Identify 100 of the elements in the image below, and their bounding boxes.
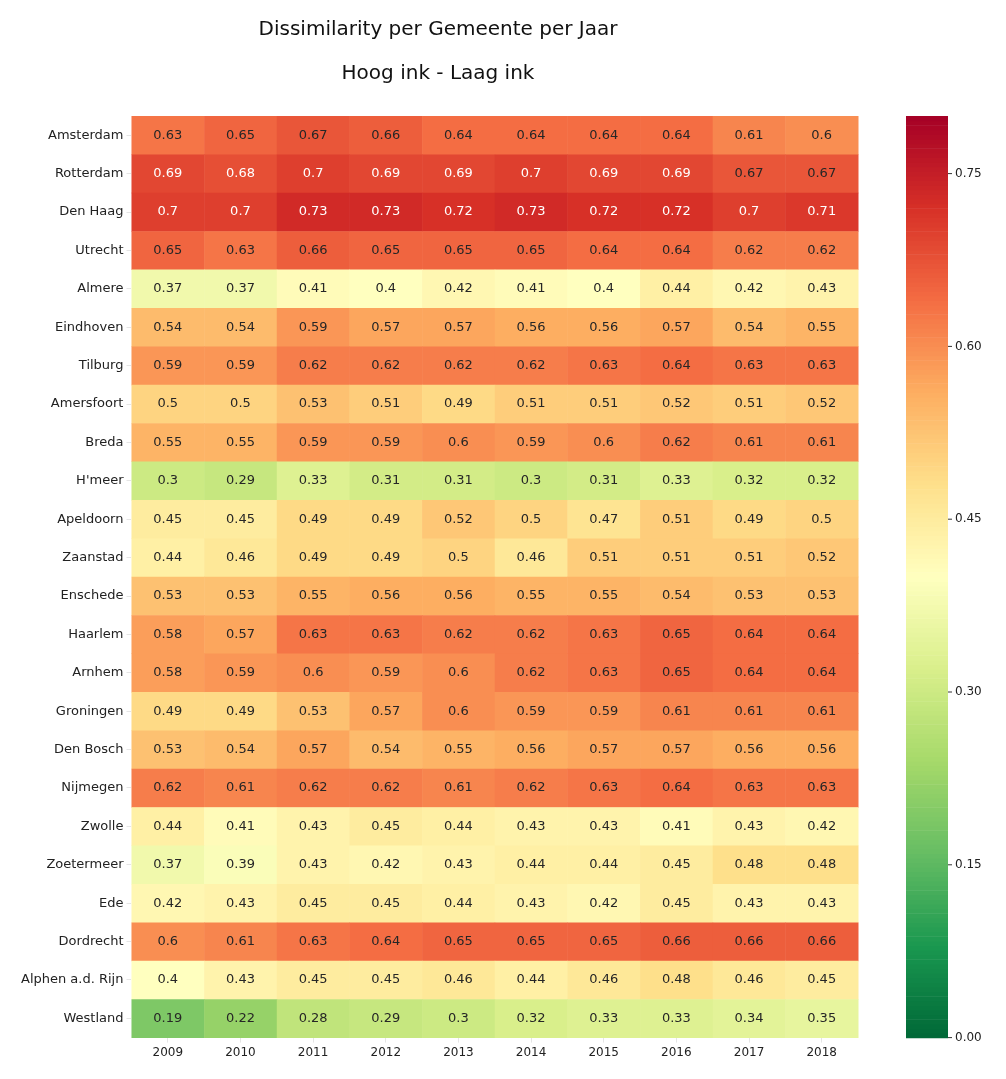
data-label: 0.64 bbox=[371, 932, 401, 948]
data-label: 0.28 bbox=[298, 1009, 328, 1025]
x-tick-label: 2010 bbox=[225, 1044, 256, 1059]
data-label: 0.42 bbox=[807, 817, 837, 833]
y-tick-label: Westland bbox=[63, 1009, 124, 1025]
data-label: 0.62 bbox=[734, 241, 764, 257]
data-label: 0.42 bbox=[153, 894, 183, 910]
data-label: 0.43 bbox=[298, 817, 328, 833]
data-label: 0.64 bbox=[589, 241, 619, 257]
data-label: 0.7 bbox=[230, 203, 251, 219]
data-label: 0.66 bbox=[661, 932, 691, 948]
y-tick-label: H'meer bbox=[76, 472, 125, 488]
data-label: 0.7 bbox=[738, 203, 760, 219]
chart-subtitle: Hoog ink - Laag ink bbox=[341, 60, 535, 85]
y-tick-label: Breda bbox=[85, 433, 124, 449]
data-label: 0.46 bbox=[734, 971, 764, 987]
data-label: 0.57 bbox=[298, 740, 328, 756]
data-label: 0.45 bbox=[298, 971, 328, 987]
data-label: 0.72 bbox=[443, 203, 473, 219]
data-label: 0.37 bbox=[153, 280, 183, 296]
data-label: 0.53 bbox=[153, 587, 183, 603]
data-label: 0.51 bbox=[734, 395, 764, 411]
y-tick-label: Zaanstad bbox=[62, 548, 124, 564]
data-label: 0.44 bbox=[153, 548, 183, 564]
data-label: 0.62 bbox=[516, 664, 546, 680]
data-label: 0.43 bbox=[589, 817, 619, 833]
data-label: 0.64 bbox=[589, 126, 619, 142]
data-label: 0.49 bbox=[443, 395, 473, 411]
data-label: 0.52 bbox=[443, 510, 473, 526]
y-tick-label: Groningen bbox=[55, 702, 124, 718]
data-label: 0.5 bbox=[811, 510, 833, 526]
x-tick-label: 2013 bbox=[443, 1044, 474, 1059]
data-label: 0.55 bbox=[516, 587, 546, 603]
color-bar-label: 0.75 bbox=[955, 165, 982, 180]
data-label: 0.43 bbox=[516, 894, 546, 910]
data-label: 0.39 bbox=[225, 856, 255, 872]
x-tick-label: 2009 bbox=[152, 1044, 184, 1059]
chart-title: Dissimilarity per Gemeente per Jaar bbox=[258, 16, 619, 41]
data-label: 0.62 bbox=[298, 356, 328, 372]
data-label: 0.45 bbox=[371, 817, 401, 833]
data-label: 0.64 bbox=[443, 126, 473, 142]
y-tick-label: Ede bbox=[99, 894, 124, 910]
data-label: 0.52 bbox=[807, 395, 837, 411]
data-label: 0.5 bbox=[230, 395, 251, 411]
data-label: 0.61 bbox=[807, 433, 837, 449]
data-label: 0.62 bbox=[516, 625, 546, 641]
data-label: 0.63 bbox=[807, 356, 837, 372]
data-label: 0.63 bbox=[589, 779, 619, 795]
data-label: 0.63 bbox=[371, 625, 401, 641]
data-label: 0.53 bbox=[225, 587, 255, 603]
data-label: 0.65 bbox=[516, 241, 546, 257]
data-label: 0.41 bbox=[661, 817, 691, 833]
data-label: 0.58 bbox=[153, 625, 183, 641]
x-tick-label: 2012 bbox=[370, 1044, 402, 1059]
data-label: 0.32 bbox=[516, 1009, 546, 1025]
y-tick-label: Enschede bbox=[60, 587, 124, 603]
data-label: 0.45 bbox=[661, 856, 691, 872]
data-label: 0.65 bbox=[443, 932, 473, 948]
x-tick-label: 2015 bbox=[588, 1044, 619, 1059]
x-tick-label: 2014 bbox=[515, 1044, 547, 1059]
data-label: 0.57 bbox=[225, 625, 255, 641]
data-label: 0.43 bbox=[807, 894, 837, 910]
data-label: 0.47 bbox=[589, 510, 619, 526]
data-label: 0.51 bbox=[516, 395, 546, 411]
data-label: 0.48 bbox=[807, 856, 837, 872]
data-label: 0.29 bbox=[371, 1009, 401, 1025]
data-label: 0.29 bbox=[225, 472, 255, 488]
data-label: 0.46 bbox=[589, 971, 619, 987]
data-label: 0.53 bbox=[298, 702, 328, 718]
data-label: 0.46 bbox=[443, 971, 473, 987]
data-label: 0.69 bbox=[371, 164, 401, 180]
data-label: 0.32 bbox=[734, 472, 764, 488]
data-label: 0.55 bbox=[589, 587, 619, 603]
data-label: 0.43 bbox=[443, 856, 473, 872]
y-tick-label: Amersfoort bbox=[50, 395, 124, 411]
data-label: 0.44 bbox=[516, 856, 546, 872]
data-label: 0.7 bbox=[302, 164, 324, 180]
data-label: 0.59 bbox=[153, 356, 183, 372]
data-label: 0.71 bbox=[807, 203, 837, 219]
data-label: 0.49 bbox=[225, 702, 255, 718]
data-label: 0.52 bbox=[661, 395, 691, 411]
data-label: 0.45 bbox=[298, 894, 328, 910]
data-label: 0.56 bbox=[516, 740, 546, 756]
y-tick-label: Nijmegen bbox=[61, 779, 124, 795]
y-tick-label: Zwolle bbox=[80, 817, 124, 833]
data-label: 0.61 bbox=[443, 779, 473, 795]
data-label: 0.31 bbox=[371, 472, 401, 488]
data-label: 0.62 bbox=[443, 356, 473, 372]
data-label: 0.55 bbox=[225, 433, 255, 449]
data-label: 0.73 bbox=[298, 203, 328, 219]
data-label: 0.64 bbox=[516, 126, 546, 142]
data-label: 0.59 bbox=[516, 702, 546, 718]
data-label: 0.63 bbox=[153, 126, 183, 142]
data-label: 0.55 bbox=[153, 433, 183, 449]
data-label: 0.68 bbox=[225, 164, 255, 180]
data-label: 0.49 bbox=[153, 702, 183, 718]
data-label: 0.64 bbox=[661, 779, 691, 795]
data-label: 0.49 bbox=[371, 510, 401, 526]
data-label: 0.64 bbox=[661, 241, 691, 257]
data-label: 0.51 bbox=[661, 548, 691, 564]
